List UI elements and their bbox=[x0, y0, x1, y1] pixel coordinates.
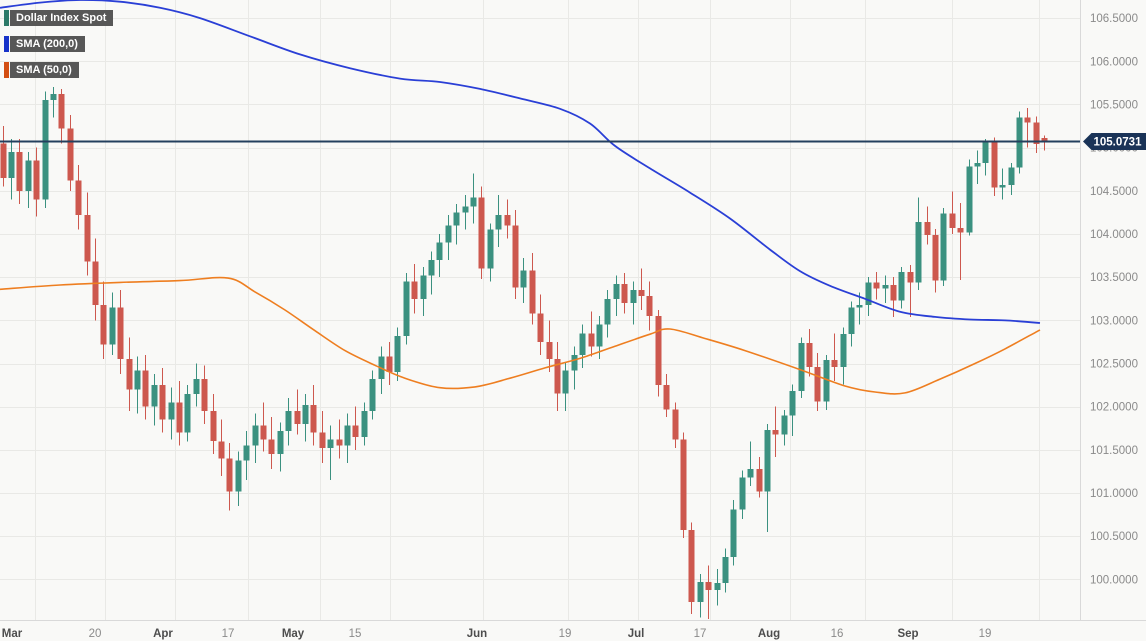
y-axis-label: 106.0000 bbox=[1090, 56, 1138, 68]
x-axis-label: Jul bbox=[628, 628, 645, 640]
last-price-badge: 105.0731 bbox=[1083, 133, 1146, 150]
x-axis-label: May bbox=[282, 628, 305, 640]
x-axis-label: Mar bbox=[2, 628, 23, 640]
sma200-color-chip bbox=[4, 36, 9, 52]
y-axis-label: 102.5000 bbox=[1090, 359, 1138, 371]
sma-50-line[interactable] bbox=[0, 276, 1041, 395]
y-axis-pane[interactable]: 106.5000106.0000105.5000105.0000104.5000… bbox=[1080, 0, 1138, 620]
y-axis-label: 104.5000 bbox=[1090, 186, 1138, 198]
x-axis-label: 17 bbox=[694, 628, 707, 640]
y-axis-label: 103.5000 bbox=[1090, 272, 1138, 284]
gridlines bbox=[0, 0, 1080, 620]
x-axis-label: 15 bbox=[349, 628, 362, 640]
symbol-color-chip bbox=[4, 10, 9, 26]
y-axis-label: 105.5000 bbox=[1090, 100, 1138, 112]
y-axis-label: 100.5000 bbox=[1090, 531, 1138, 543]
y-axis-label: 104.0000 bbox=[1090, 229, 1138, 241]
x-axis-label: Sep bbox=[897, 628, 918, 640]
y-axis-label: 100.0000 bbox=[1090, 574, 1138, 586]
legend-item-sma200[interactable]: SMA (200,0) bbox=[4, 36, 113, 52]
x-axis-label: Apr bbox=[153, 628, 173, 640]
last-price-value: 105.0731 bbox=[1094, 137, 1143, 149]
sma50-color-chip bbox=[4, 62, 9, 78]
legend-item-symbol[interactable]: Dollar Index Spot bbox=[4, 10, 114, 26]
x-axis-pane[interactable]: Mar 20 Apr 17 May 15 Jun 19 Jul 17 Aug 16 Sep 19 bbox=[0, 620, 1146, 641]
x-axis-label: 19 bbox=[979, 628, 992, 640]
x-axis-label: 17 bbox=[222, 628, 235, 640]
x-axis-label: Jun bbox=[467, 628, 487, 640]
x-axis-label: 19 bbox=[559, 628, 572, 640]
y-axis-label: 101.5000 bbox=[1090, 445, 1138, 457]
x-axis-label: 20 bbox=[89, 628, 102, 640]
y-axis-label: 102.0000 bbox=[1090, 402, 1138, 414]
legend-label-sma200: SMA (200,0) bbox=[10, 36, 85, 52]
legend-label-sma50: SMA (50,0) bbox=[10, 62, 79, 78]
x-axis-label: Aug bbox=[758, 628, 780, 640]
legend-item-sma50[interactable]: SMA (50,0) bbox=[4, 62, 113, 78]
chart-legend: Dollar Index Spot SMA (200,0) SMA (50,0) bbox=[4, 10, 114, 88]
legend-label-symbol: Dollar Index Spot bbox=[10, 10, 114, 26]
y-axis-label: 106.5000 bbox=[1090, 13, 1138, 25]
sma-200-line[interactable] bbox=[0, 0, 1041, 324]
y-axis-label: 103.0000 bbox=[1090, 315, 1138, 327]
y-axis-label: 101.0000 bbox=[1090, 488, 1138, 500]
x-axis-label: 16 bbox=[831, 628, 844, 640]
